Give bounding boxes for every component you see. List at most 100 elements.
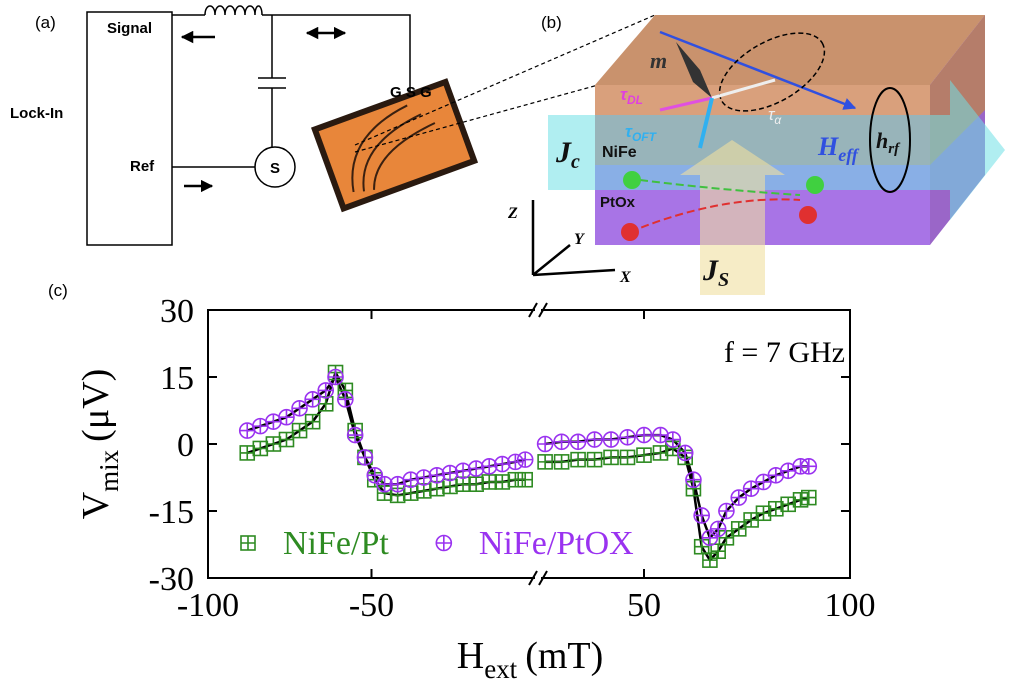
marker-cross <box>469 477 483 491</box>
data-point <box>637 448 651 462</box>
data-point <box>620 430 635 445</box>
axis-x: X <box>619 269 631 286</box>
lock-in-label: Lock-In <box>10 105 63 122</box>
x-tick-label: -100 <box>177 587 239 624</box>
data-point <box>637 428 652 443</box>
data-point <box>571 453 585 467</box>
data-point <box>357 450 372 465</box>
panel-b: m τDL τOFT τα Jc NiFe Heff hrf PtOx Z Y … <box>507 13 1005 295</box>
y-tick-label: 30 <box>160 293 194 330</box>
spin <box>623 171 641 189</box>
legend-marker <box>241 536 255 550</box>
ref-label: Ref <box>130 158 155 175</box>
panel-label: (c) <box>48 281 68 300</box>
inductor <box>205 6 262 15</box>
spin <box>806 176 824 194</box>
legend-label: NiFe/PtOX <box>479 525 634 562</box>
marker-cross <box>266 437 280 451</box>
panel-a: Signal Lock-In Ref S G S G (a) <box>10 6 478 245</box>
probe-label: G S G <box>390 84 432 101</box>
marker-cross <box>555 455 569 469</box>
data-point <box>604 450 618 464</box>
marker-cross <box>571 453 585 467</box>
data-point <box>430 482 444 496</box>
data-point <box>665 432 680 447</box>
marker-cross <box>279 433 293 447</box>
figure: Signal Lock-In Ref S G S G (a) m τDL τOF… <box>0 0 1012 684</box>
spin <box>621 223 639 241</box>
data-point <box>719 504 734 519</box>
data-point <box>318 383 333 398</box>
data-point <box>518 473 532 487</box>
source-label: S <box>270 160 280 177</box>
data-point <box>469 477 483 491</box>
spin <box>799 206 817 224</box>
y-tick-label: 0 <box>177 427 194 464</box>
data-point <box>443 479 457 493</box>
x-axis-title: Hext(mT) <box>457 635 604 684</box>
marker-cross <box>482 475 496 489</box>
data-point <box>328 370 343 385</box>
annotation: f = 7 GHz <box>724 336 845 369</box>
data-point <box>482 475 496 489</box>
data-point <box>240 446 254 460</box>
data-point <box>538 437 553 452</box>
data-point <box>588 453 602 467</box>
data-point <box>417 484 431 498</box>
marker-cross <box>240 446 254 460</box>
data-point <box>695 540 709 554</box>
marker-cross <box>518 473 532 487</box>
marker-cross <box>695 540 709 554</box>
data-point <box>686 472 701 487</box>
chart: (c) f = 7 GHz Hext(mT) Vmix(μV) 30150-15… <box>48 281 876 684</box>
ptox-label: PtOx <box>600 194 636 211</box>
y-tick-label: 15 <box>160 360 194 397</box>
capacitor <box>258 15 286 147</box>
data-point <box>293 424 307 438</box>
data-point <box>279 433 293 447</box>
marker-cross <box>637 448 651 462</box>
marker-cross <box>253 441 267 455</box>
data-point <box>621 450 635 464</box>
lock-in-box <box>87 12 172 245</box>
y-tick-label: -15 <box>149 494 194 531</box>
data-point <box>305 392 320 407</box>
x-tick-label: 50 <box>627 587 661 624</box>
page: Signal Lock-In Ref S G S G (a) m τDL τOF… <box>0 0 1012 684</box>
legend-label: NiFe/Pt <box>283 525 389 562</box>
panel-label: (a) <box>35 13 56 32</box>
data-point <box>508 454 523 469</box>
data-point <box>801 459 816 474</box>
marker-cross <box>417 484 431 498</box>
signal-wire <box>172 15 410 92</box>
data-point <box>702 530 717 545</box>
marker-cross <box>588 453 602 467</box>
marker-cross <box>443 479 457 493</box>
data-point <box>587 432 602 447</box>
marker-cross <box>538 455 552 469</box>
marker-cross <box>456 477 470 491</box>
nife-label: NiFe <box>602 144 637 161</box>
data-point <box>604 432 619 447</box>
axis-y: Y <box>574 231 585 248</box>
data-point <box>554 434 569 449</box>
data-point <box>495 475 509 489</box>
marker-cross <box>621 450 635 464</box>
data-point <box>253 441 267 455</box>
axis-z: Z <box>507 205 518 222</box>
data-point <box>518 452 533 467</box>
data-point <box>404 486 418 500</box>
data-point <box>367 468 382 483</box>
data-point <box>338 392 353 407</box>
data-point <box>538 455 552 469</box>
marker-cross <box>604 450 618 464</box>
marker-cross <box>241 536 255 550</box>
marker-cross <box>430 482 444 496</box>
data-point <box>266 437 280 451</box>
marker-cross <box>293 424 307 438</box>
data-point <box>292 401 307 416</box>
data-point <box>456 477 470 491</box>
marker-cross <box>495 475 509 489</box>
x-tick-label: -50 <box>349 587 394 624</box>
data-point <box>678 445 693 460</box>
